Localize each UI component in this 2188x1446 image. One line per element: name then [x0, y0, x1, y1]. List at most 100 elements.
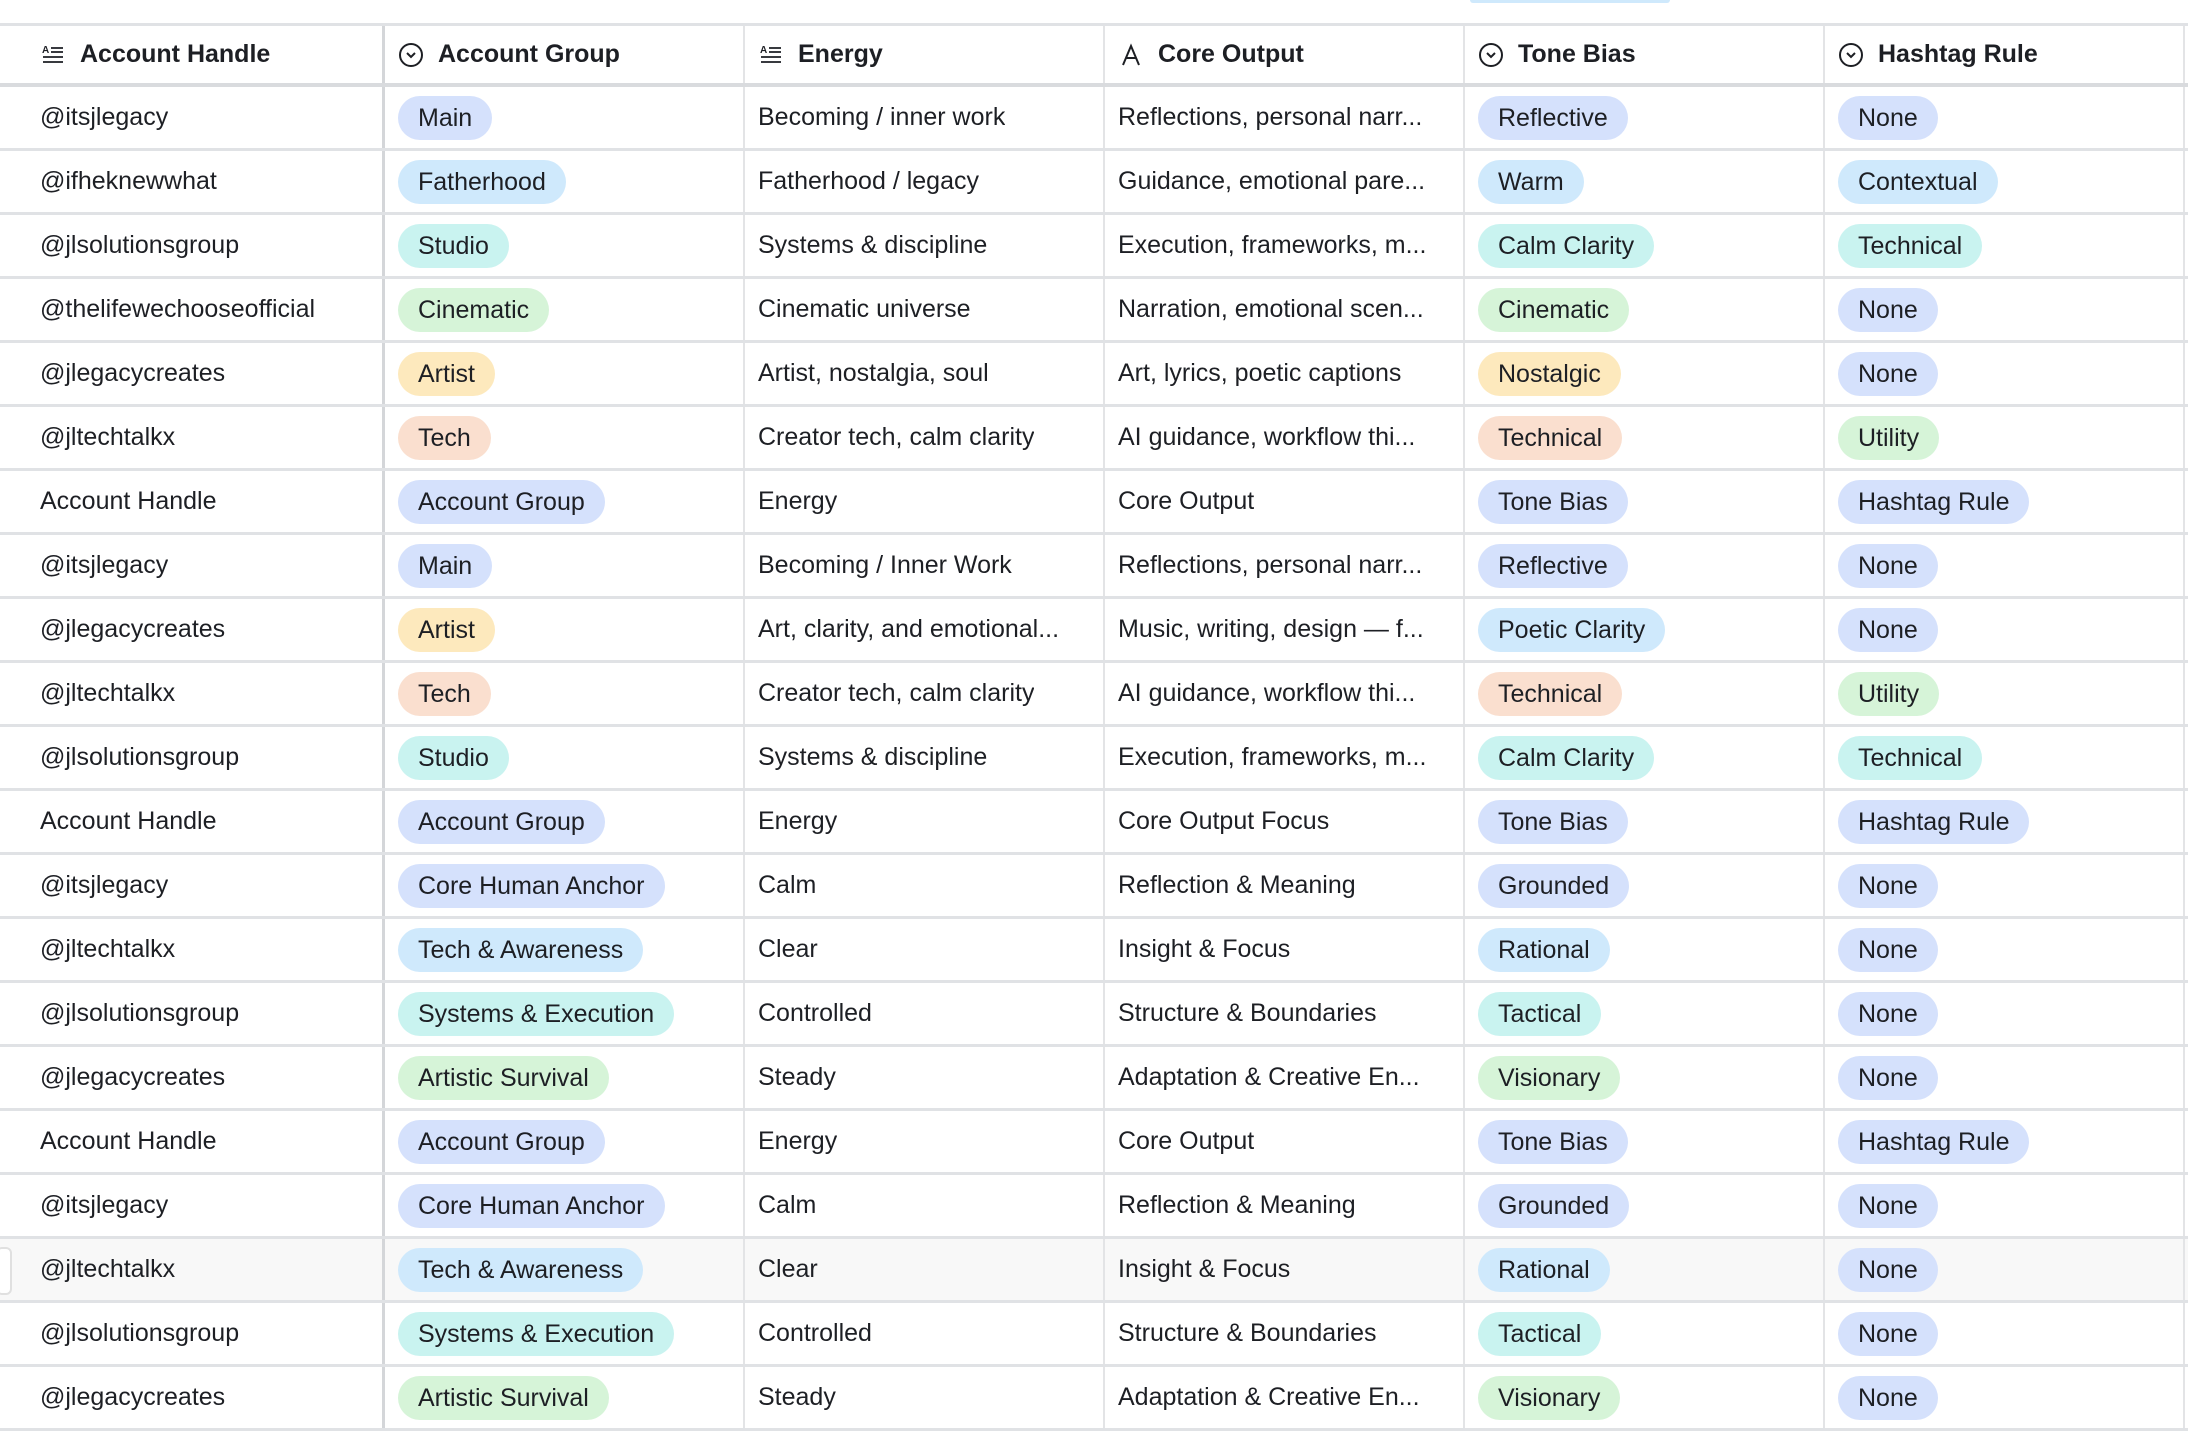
table-cell[interactable]: Tone Bias — [1465, 1111, 1825, 1172]
table-cell[interactable]: Hashtag Rule — [1825, 1111, 2185, 1172]
table-cell[interactable]: @jltechtalkx — [0, 919, 385, 980]
table-cell[interactable]: Adaptation & Creative En... — [1105, 1367, 1465, 1428]
column-header[interactable]: Hashtag Rule — [1825, 26, 2185, 83]
table-cell[interactable]: Reflection & Meaning — [1105, 855, 1465, 916]
table-cell[interactable]: Visionary — [1465, 1047, 1825, 1108]
table-cell[interactable]: Artist, nostalgia, soul — [745, 343, 1105, 404]
table-cell[interactable]: Art, clarity, and emotional... — [745, 599, 1105, 660]
table-row[interactable]: @jlsolutionsgroup Studio Systems & discipl… — [0, 215, 2188, 279]
table-cell[interactable]: Hashtag Rule — [1825, 471, 2185, 532]
table-row[interactable]: @jltechtalkx Tech Creator tech, calm clari… — [0, 663, 2188, 727]
table-cell[interactable]: Systems & discipline — [745, 727, 1105, 788]
table-cell[interactable]: Becoming / Inner Work — [745, 535, 1105, 596]
table-cell[interactable]: Music, writing, design — f... — [1105, 599, 1465, 660]
table-cell[interactable]: Rational — [1465, 1239, 1825, 1300]
table-cell[interactable]: Core Output Focus — [1105, 791, 1465, 852]
table-cell[interactable]: Technical — [1825, 215, 2185, 276]
table-cell[interactable]: Creator tech, calm clarity — [745, 407, 1105, 468]
table-cell[interactable]: Account Group — [385, 1111, 745, 1172]
table-cell[interactable]: None — [1825, 343, 2185, 404]
table-cell[interactable]: Account Group — [385, 791, 745, 852]
table-cell[interactable]: Account Handle — [0, 791, 385, 852]
table-cell[interactable]: Creator tech, calm clarity — [745, 663, 1105, 724]
table-cell[interactable]: Execution, frameworks, m... — [1105, 215, 1465, 276]
table-cell[interactable]: Steady — [745, 1047, 1105, 1108]
table-cell[interactable]: None — [1825, 1175, 2185, 1236]
table-cell[interactable]: @jltechtalkx — [0, 1239, 385, 1300]
table-cell[interactable]: Calm Clarity — [1465, 215, 1825, 276]
column-header[interactable]: Account Group — [385, 26, 745, 83]
table-cell[interactable]: Systems & Execution — [385, 983, 745, 1044]
column-header[interactable]: A Energy — [745, 26, 1105, 83]
table-row[interactable]: @jlegacycreates Artistic Survival Steady Ad… — [0, 1047, 2188, 1111]
table-row[interactable]: Account Handle Account Group Energy Core Ou… — [0, 471, 2188, 535]
table-row[interactable]: @jlsolutionsgroup Systems & Execution Cont… — [0, 983, 2188, 1047]
table-cell[interactable]: Tech — [385, 663, 745, 724]
table-cell[interactable]: @jlsolutionsgroup — [0, 1303, 385, 1364]
column-header[interactable]: Tone Bias — [1465, 26, 1825, 83]
table-cell[interactable]: Utility — [1825, 663, 2185, 724]
table-cell[interactable]: Tone Bias — [1465, 791, 1825, 852]
table-cell[interactable]: @jlegacycreates — [0, 1047, 385, 1108]
table-cell[interactable]: @jlsolutionsgroup — [0, 727, 385, 788]
table-row[interactable]: Account Handle Account Group Energy Core Ou… — [0, 791, 2188, 855]
table-cell[interactable]: Reflective — [1465, 535, 1825, 596]
table-cell[interactable]: Steady — [745, 1367, 1105, 1428]
table-cell[interactable]: Fatherhood / legacy — [745, 151, 1105, 212]
table-row[interactable]: @jlegacycreates Artist Art, clarity, and e… — [0, 599, 2188, 663]
table-cell[interactable]: AI guidance, workflow thi... — [1105, 407, 1465, 468]
table-cell[interactable]: None — [1825, 87, 2185, 148]
table-cell[interactable]: @jlegacycreates — [0, 1367, 385, 1428]
table-cell[interactable]: Poetic Clarity — [1465, 599, 1825, 660]
table-row[interactable]: @itsjlegacy Core Human Anchor Calm Reflecti… — [0, 855, 2188, 919]
table-cell[interactable]: Main — [385, 87, 745, 148]
table-cell[interactable]: @jlsolutionsgroup — [0, 215, 385, 276]
table-cell[interactable]: @thelifewechooseofficial — [0, 279, 385, 340]
table-row[interactable]: @itsjlegacy Main Becoming / inner work Refl… — [0, 87, 2188, 151]
table-cell[interactable]: Calm Clarity — [1465, 727, 1825, 788]
table-cell[interactable]: @itsjlegacy — [0, 87, 385, 148]
table-row[interactable]: @thelifewechooseofficial Cinematic Cinemat… — [0, 279, 2188, 343]
table-cell[interactable]: @ifheknewwhat — [0, 151, 385, 212]
table-cell[interactable]: Reflections, personal narr... — [1105, 87, 1465, 148]
table-cell[interactable]: Technical — [1465, 663, 1825, 724]
table-cell[interactable]: Grounded — [1465, 1175, 1825, 1236]
table-row[interactable]: @jltechtalkx Tech & Awareness Clear Insight… — [0, 919, 2188, 983]
table-cell[interactable]: Adaptation & Creative En... — [1105, 1047, 1465, 1108]
table-cell[interactable]: Becoming / inner work — [745, 87, 1105, 148]
table-cell[interactable]: Contextual — [1825, 151, 2185, 212]
table-row[interactable]: @jltechtalkx Tech Creator tech, calm clari… — [0, 407, 2188, 471]
table-cell[interactable]: Studio — [385, 215, 745, 276]
table-cell[interactable]: @jlegacycreates — [0, 599, 385, 660]
table-cell[interactable]: Calm — [745, 1175, 1105, 1236]
table-cell[interactable]: Core Output — [1105, 1111, 1465, 1172]
table-cell[interactable]: Clear — [745, 919, 1105, 980]
table-cell[interactable]: Art, lyrics, poetic captions — [1105, 343, 1465, 404]
table-cell[interactable]: Reflective — [1465, 87, 1825, 148]
table-cell[interactable]: Core Human Anchor — [385, 1175, 745, 1236]
table-cell[interactable]: @jlsolutionsgroup — [0, 983, 385, 1044]
table-cell[interactable]: Clear — [745, 1239, 1105, 1300]
table-cell[interactable]: Tech & Awareness — [385, 919, 745, 980]
table-cell[interactable]: None — [1825, 599, 2185, 660]
table-cell[interactable]: Grounded — [1465, 855, 1825, 916]
table-cell[interactable]: Core Output — [1105, 471, 1465, 532]
table-cell[interactable]: Execution, frameworks, m... — [1105, 727, 1465, 788]
table-cell[interactable]: Tactical — [1465, 1303, 1825, 1364]
table-cell[interactable]: None — [1825, 983, 2185, 1044]
table-cell[interactable]: Visionary — [1465, 1367, 1825, 1428]
table-cell[interactable]: Technical — [1465, 407, 1825, 468]
table-cell[interactable]: None — [1825, 535, 2185, 596]
table-cell[interactable]: Tactical — [1465, 983, 1825, 1044]
table-cell[interactable]: Artistic Survival — [385, 1367, 745, 1428]
table-cell[interactable]: Account Handle — [0, 471, 385, 532]
table-cell[interactable]: None — [1825, 1303, 2185, 1364]
table-cell[interactable]: Energy — [745, 1111, 1105, 1172]
table-cell[interactable]: Reflections, personal narr... — [1105, 535, 1465, 596]
table-cell[interactable]: @jltechtalkx — [0, 663, 385, 724]
table-cell[interactable]: Cinematic universe — [745, 279, 1105, 340]
table-cell[interactable]: Systems & discipline — [745, 215, 1105, 276]
table-cell[interactable]: Hashtag Rule — [1825, 791, 2185, 852]
table-cell[interactable]: Account Group — [385, 471, 745, 532]
table-cell[interactable]: None — [1825, 1047, 2185, 1108]
